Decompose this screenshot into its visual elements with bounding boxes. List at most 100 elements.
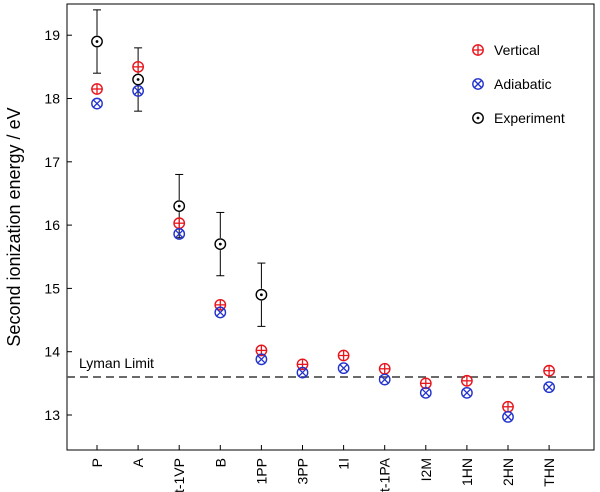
point-vertical [132,60,145,73]
point-adiabatic [255,353,268,366]
marker-x-b [503,412,513,422]
marker-x-b [473,79,483,89]
point-adiabatic [91,97,103,110]
marker-x-b [133,86,143,96]
x-tick-label: 3PP [295,458,311,484]
marker-dot [177,204,181,208]
point-vertical [91,83,103,95]
legend-marker-experiment [472,112,484,124]
point-vertical [460,374,473,387]
point-experiment [255,288,268,301]
marker-circle [419,386,432,399]
y-tick-label: 19 [44,27,60,43]
x-tick-label: t-1PA [377,457,393,492]
x-tick-label: 1I [336,458,352,470]
point-adiabatic [296,366,309,379]
x-tick-label: P [89,458,105,467]
data-points [91,35,555,423]
x-tick-label: 1HN [459,458,475,486]
marker-circle [255,353,268,366]
marker-x-b [462,388,472,398]
marker-x-b [380,375,389,384]
x-tick-label: B [212,458,228,467]
lyman-limit-label: Lyman Limit [79,355,154,371]
point-adiabatic [214,306,227,319]
marker-dot [218,242,222,246]
point-adiabatic [502,410,514,423]
x-tick-label: A [130,457,146,467]
x-tick-label: t-1VP [171,458,187,492]
marker-x-b [298,368,307,377]
marker-x-b [216,308,225,317]
point-experiment [132,73,145,86]
marker-x-b [92,99,102,108]
marker-circle [132,85,145,97]
marker-circle [296,366,309,379]
legend-label-experiment: Experiment [494,110,565,126]
point-vertical [378,362,391,375]
marker-dot [95,40,99,43]
y-tick-label: 16 [44,217,60,233]
marker-circle [378,373,391,386]
y-tick-label: 17 [44,154,60,170]
y-tick-label: 15 [44,280,60,296]
marker-x-b [339,363,348,373]
point-adiabatic [173,228,186,240]
y-axis: 13 14 15 16 17 18 19 [44,27,72,423]
marker-dot [476,116,480,120]
y-tick-label: 14 [44,344,60,360]
marker-circle [214,238,227,250]
point-vertical [419,377,432,390]
marker-circle [173,200,186,213]
marker-circle [472,78,484,90]
point-vertical [543,364,555,377]
point-experiment [214,238,227,250]
marker-circle [132,73,145,86]
point-experiment [173,200,186,213]
marker-circle [472,112,484,124]
y-tick-label: 13 [44,407,60,423]
legend-label-adiabatic: Adiabatic [494,76,552,92]
marker-circle [214,306,227,319]
point-vertical [214,298,227,311]
marker-x-b [544,382,554,392]
marker-circle [337,362,350,375]
x-tick-label: THN [541,458,557,487]
x-tick-label: 2HN [500,458,516,486]
x-tick-label: I2M [418,458,434,481]
plot-frame [66,3,595,451]
marker-circle [502,410,514,423]
marker-x-b [421,388,431,398]
point-adiabatic [460,386,473,399]
point-adiabatic [543,381,555,394]
y-axis-label: Second ionization energy / eV [4,107,24,346]
error-bars [93,9,266,327]
point-vertical [502,400,514,413]
legend-marker-vertical [472,44,484,56]
legend: Vertical Adiabatic Experiment [472,42,565,126]
point-adiabatic [419,386,432,399]
point-adiabatic [378,373,391,386]
point-adiabatic [337,362,350,375]
point-vertical [173,217,186,230]
marker-circle [255,288,268,301]
marker-x-b [257,355,266,364]
point-vertical [337,349,350,362]
marker-dot [136,78,140,81]
marker-circle [173,228,186,240]
marker-circle [91,35,103,48]
reference-lines: Lyman Limit [67,355,594,378]
y-tick-label: 18 [44,91,60,107]
point-experiment [91,35,103,48]
marker-circle [91,97,103,110]
legend-label-vertical: Vertical [494,42,540,58]
marker-dot [260,293,263,297]
marker-circle [460,386,473,399]
legend-marker-adiabatic [472,78,484,90]
point-adiabatic [132,85,145,97]
x-tick-label: 1PP [253,458,269,484]
marker-x-b [174,229,184,239]
marker-circle [543,381,555,394]
